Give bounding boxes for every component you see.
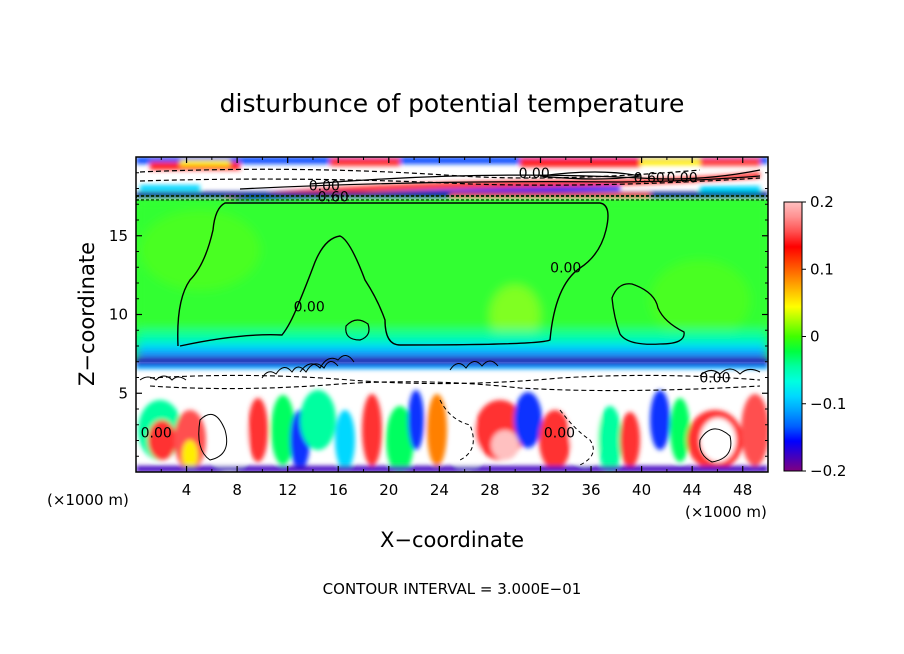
x-tick-label: 4	[182, 481, 192, 499]
contour-label: 0.60	[634, 170, 665, 186]
contour-label: 0.00	[550, 260, 581, 276]
colorbar: 0.2 0.1 0 −0.1 −0.2	[783, 193, 846, 480]
contour-label: 0.60	[318, 189, 349, 205]
y-axis: 5 10 15	[109, 172, 768, 457]
colorbar-tick-label: 0.2	[810, 193, 834, 211]
y-tick-label: 5	[118, 384, 128, 402]
x-tick-label: 24	[430, 481, 449, 499]
x-tick-label: 44	[683, 481, 702, 499]
x-tick-label: 20	[379, 481, 398, 499]
contour-label: 0.00	[141, 426, 172, 442]
x-axis-unit-left: (×1000 m)	[47, 491, 129, 509]
chart-title: disturbunce of potential temperature	[220, 89, 685, 118]
lower-layer-field	[136, 355, 768, 472]
contour-label: 0.00	[294, 300, 325, 316]
upper-layer-field	[136, 157, 768, 202]
colorbar-tick-label: 0	[810, 328, 820, 346]
contour-label: 0.00	[666, 170, 697, 186]
colorbar-tick-label: −0.1	[810, 395, 846, 413]
x-tick-label: 36	[581, 481, 600, 499]
contour-label: 0.00	[699, 371, 730, 387]
mid-layer-field	[136, 200, 768, 364]
contour-label: 0.00	[309, 178, 340, 194]
x-axis-label: X−coordinate	[380, 528, 524, 552]
x-tick-label: 40	[632, 481, 651, 499]
colorbar-tick-label: 0.1	[810, 260, 834, 278]
x-tick-label: 48	[733, 481, 752, 499]
colorbar-ticks: 0.2 0.1 0 −0.1 −0.2	[802, 193, 846, 480]
x-tick-label: 28	[480, 481, 499, 499]
y-tick-label: 10	[109, 306, 128, 324]
x-axis: 4 8 12 16 20 24 28 32 36 40 44 48	[160, 157, 752, 499]
x-tick-label: 12	[278, 481, 297, 499]
colorbar-tick-label: −0.2	[810, 462, 846, 480]
colorbar-gradient	[783, 201, 803, 472]
x-axis-unit-right: (×1000 m)	[685, 503, 767, 521]
contour-labels: 0.000.000.600.60 0.000.000.000.000.00 0.00	[141, 166, 731, 442]
x-tick-label: 8	[232, 481, 242, 499]
contour-label: 0.00	[544, 426, 575, 442]
plot-area: 0.000.000.600.60 0.000.000.000.000.00 0.00	[136, 157, 768, 472]
y-tick-label: 15	[109, 227, 128, 245]
x-tick-label: 16	[329, 481, 348, 499]
contour-zero-line	[177, 202, 609, 347]
x-tick-label: 32	[531, 481, 550, 499]
contour-label: 0.00	[519, 166, 550, 182]
y-axis-label: Z−coordinate	[75, 242, 99, 386]
contour-interval-note: CONTOUR INTERVAL = 3.000E−01	[323, 580, 582, 598]
